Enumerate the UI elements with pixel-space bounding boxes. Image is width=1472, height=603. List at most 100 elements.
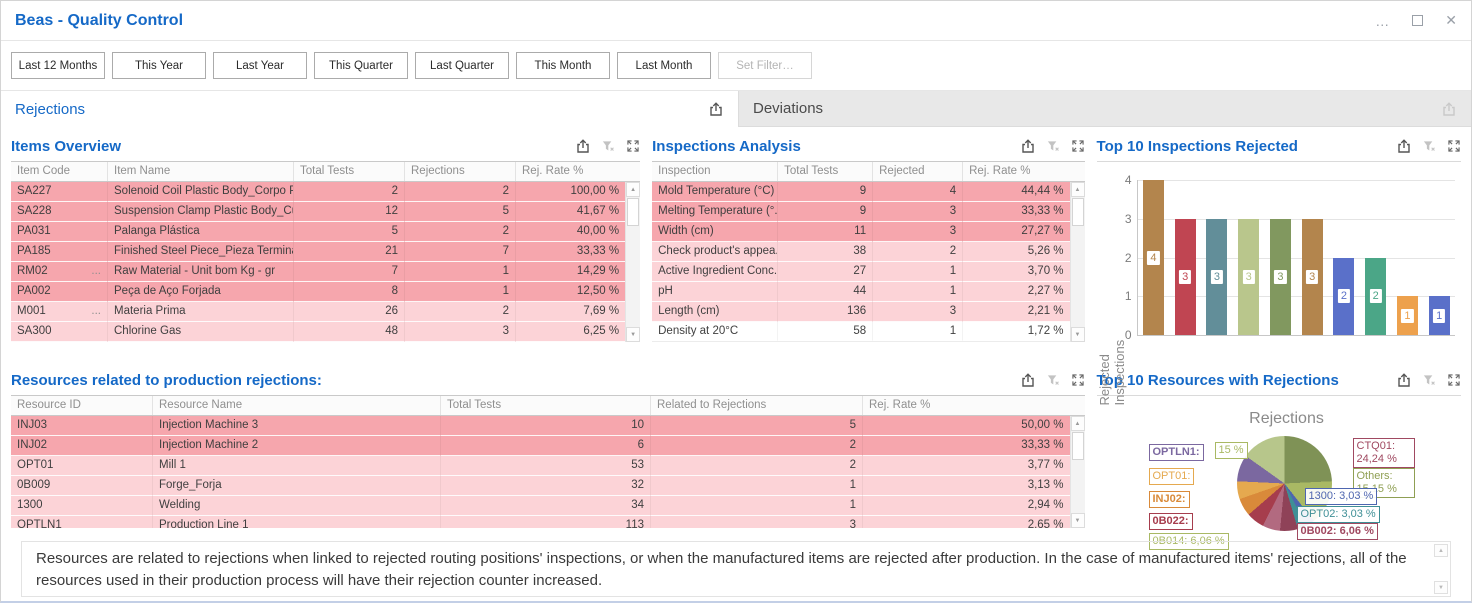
scrollbar[interactable]: ▲ ▼ xyxy=(625,182,640,342)
tab-deviations[interactable]: Deviations xyxy=(738,91,1471,127)
table-row[interactable]: pH 44 1 2,27 % xyxy=(652,282,1069,302)
table-row[interactable]: PA031 Palanga Plástica 5 2 40,00 % xyxy=(11,222,625,242)
table-row[interactable]: PA002 Peça de Aço Forjada 8 1 12,50 % xyxy=(11,282,625,302)
maximize-icon[interactable] xyxy=(1412,15,1423,26)
bar[interactable]: 3 xyxy=(1270,219,1291,335)
period-filter-button[interactable]: This Quarter xyxy=(314,52,408,79)
clear-filter-icon[interactable] xyxy=(1422,139,1437,154)
period-filter-button[interactable]: This Month xyxy=(516,52,610,79)
bar-column[interactable]: 3 xyxy=(1233,180,1265,335)
export-icon[interactable] xyxy=(575,138,591,154)
table-row[interactable]: Length (cm) 136 3 2,21 % xyxy=(652,302,1069,322)
scroll-down-icon[interactable]: ▼ xyxy=(1071,327,1085,342)
export-icon[interactable] xyxy=(1396,372,1412,388)
column-header[interactable]: Item Code xyxy=(11,162,108,181)
table-row[interactable]: Density at 20°C 58 1 1,72 % xyxy=(652,322,1069,342)
column-header[interactable]: Rejected xyxy=(873,162,963,181)
export-icon[interactable] xyxy=(1441,101,1457,117)
scroll-thumb[interactable] xyxy=(1072,432,1084,460)
column-header[interactable]: Resource ID xyxy=(11,396,153,415)
scrollbar[interactable]: ▲ ▼ xyxy=(1070,416,1085,528)
scroll-up-icon[interactable]: ▲ xyxy=(1434,544,1448,557)
pie-slice-label[interactable]: 1300: 3,03 % xyxy=(1305,488,1378,505)
pie-slice-label[interactable]: OPT02: 3,03 % xyxy=(1297,506,1380,523)
column-header[interactable]: Total Tests xyxy=(294,162,405,181)
pie-slice-label[interactable]: OPTLN1: xyxy=(1149,444,1204,461)
table-row[interactable]: OPT01 Mill 1 53 2 3,77 % xyxy=(11,456,1070,476)
column-header[interactable]: Related to Rejections xyxy=(651,396,863,415)
set-filter-button[interactable]: Set Filter… xyxy=(718,52,812,79)
export-icon[interactable] xyxy=(708,101,724,117)
period-filter-button[interactable]: Last Year xyxy=(213,52,307,79)
table-row[interactable]: RM02... Raw Material - Unit bom Kg - gr … xyxy=(11,262,625,282)
bar-column[interactable]: 2 xyxy=(1360,180,1392,335)
table-row[interactable]: SA300 Chlorine Gas 48 3 6,25 % xyxy=(11,322,625,342)
bar-column[interactable]: 3 xyxy=(1265,180,1297,335)
table-row[interactable]: M001... Materia Prima 26 2 7,69 % xyxy=(11,302,625,322)
period-filter-button[interactable]: Last Month xyxy=(617,52,711,79)
table-row[interactable]: INJ02 Injection Machine 2 6 2 33,33 % xyxy=(11,436,1070,456)
table-row[interactable]: Width (cm) 11 3 27,27 % xyxy=(652,222,1069,242)
period-filter-button[interactable]: Last Quarter xyxy=(415,52,509,79)
bar[interactable]: 3 xyxy=(1302,219,1323,335)
pie-slice-label[interactable]: 0B002: 6,06 % xyxy=(1297,523,1378,540)
bar[interactable]: 3 xyxy=(1206,219,1227,335)
bar-column[interactable]: 2 xyxy=(1328,180,1360,335)
table-row[interactable]: PA185 Finished Steel Piece_Pieza Termina… xyxy=(11,242,625,262)
bar[interactable]: 3 xyxy=(1175,219,1196,335)
table-row[interactable]: SA228 Suspension Clamp Plastic Body_Cue.… xyxy=(11,202,625,222)
column-header[interactable]: Rej. Rate % xyxy=(863,396,1085,415)
expand-icon[interactable] xyxy=(626,139,640,153)
scroll-thumb[interactable] xyxy=(1072,198,1084,226)
scroll-up-icon[interactable]: ▲ xyxy=(626,182,640,197)
table-row[interactable]: INJ03 Injection Machine 3 10 5 50,00 % xyxy=(11,416,1070,436)
footer-scrollbar[interactable]: ▲ ▼ xyxy=(1434,544,1448,594)
scrollbar[interactable]: ▲ ▼ xyxy=(1070,182,1085,342)
column-header[interactable]: Rejections xyxy=(405,162,516,181)
column-header[interactable]: Resource Name xyxy=(153,396,441,415)
bar[interactable]: 2 xyxy=(1365,258,1386,336)
table-row[interactable]: Check product's appea... 38 2 5,26 % xyxy=(652,242,1069,262)
close-icon[interactable]: ✕ xyxy=(1445,12,1457,29)
bar-column[interactable]: 3 xyxy=(1296,180,1328,335)
more-options-icon[interactable]: … xyxy=(1375,13,1390,29)
expand-icon[interactable] xyxy=(1071,139,1085,153)
tab-rejections[interactable]: Rejections xyxy=(1,91,738,127)
bar[interactable]: 1 xyxy=(1397,296,1418,335)
bar[interactable]: 4 xyxy=(1143,180,1164,335)
clear-filter-icon[interactable] xyxy=(1046,373,1061,388)
column-header[interactable]: Inspection xyxy=(652,162,778,181)
bar[interactable]: 2 xyxy=(1333,258,1354,336)
expand-icon[interactable] xyxy=(1447,373,1461,387)
clear-filter-icon[interactable] xyxy=(1046,139,1061,154)
scroll-thumb[interactable] xyxy=(627,198,639,226)
bar-column[interactable]: 3 xyxy=(1169,180,1201,335)
column-header[interactable]: Rej. Rate % xyxy=(963,162,1084,181)
column-header[interactable]: Total Tests xyxy=(441,396,651,415)
bar-column[interactable]: 3 xyxy=(1201,180,1233,335)
expand-icon[interactable] xyxy=(1071,373,1085,387)
bar-column[interactable]: 1 xyxy=(1423,180,1455,335)
expand-icon[interactable] xyxy=(1447,139,1461,153)
period-filter-button[interactable]: Last 12 Months xyxy=(11,52,105,79)
export-icon[interactable] xyxy=(1020,372,1036,388)
table-row[interactable]: 0B009 Forge_Forja 32 1 3,13 % xyxy=(11,476,1070,496)
column-header[interactable]: Rej. Rate % xyxy=(516,162,640,181)
pie-slice-label[interactable]: 15 % xyxy=(1215,442,1248,459)
bar-column[interactable]: 4 xyxy=(1138,180,1170,335)
period-filter-button[interactable]: This Year xyxy=(112,52,206,79)
scroll-down-icon[interactable]: ▼ xyxy=(626,327,640,342)
scroll-up-icon[interactable]: ▲ xyxy=(1071,182,1085,197)
export-icon[interactable] xyxy=(1020,138,1036,154)
bar[interactable]: 3 xyxy=(1238,219,1259,335)
column-header[interactable]: Item Name xyxy=(108,162,294,181)
column-header[interactable]: Total Tests xyxy=(778,162,873,181)
bar[interactable]: 1 xyxy=(1429,296,1450,335)
scroll-up-icon[interactable]: ▲ xyxy=(1071,416,1085,431)
pie-slice-label[interactable]: OPT01: xyxy=(1149,468,1195,485)
table-row[interactable]: Active Ingredient Conc... 27 1 3,70 % xyxy=(652,262,1069,282)
table-row[interactable]: Mold Temperature (°C) 9 4 44,44 % xyxy=(652,182,1069,202)
table-row[interactable]: SA227 Solenoid Coil Plastic Body_Corpo P… xyxy=(11,182,625,202)
pie-slice-label[interactable]: INJ02: xyxy=(1149,491,1190,508)
scroll-down-icon[interactable]: ▼ xyxy=(1071,513,1085,528)
